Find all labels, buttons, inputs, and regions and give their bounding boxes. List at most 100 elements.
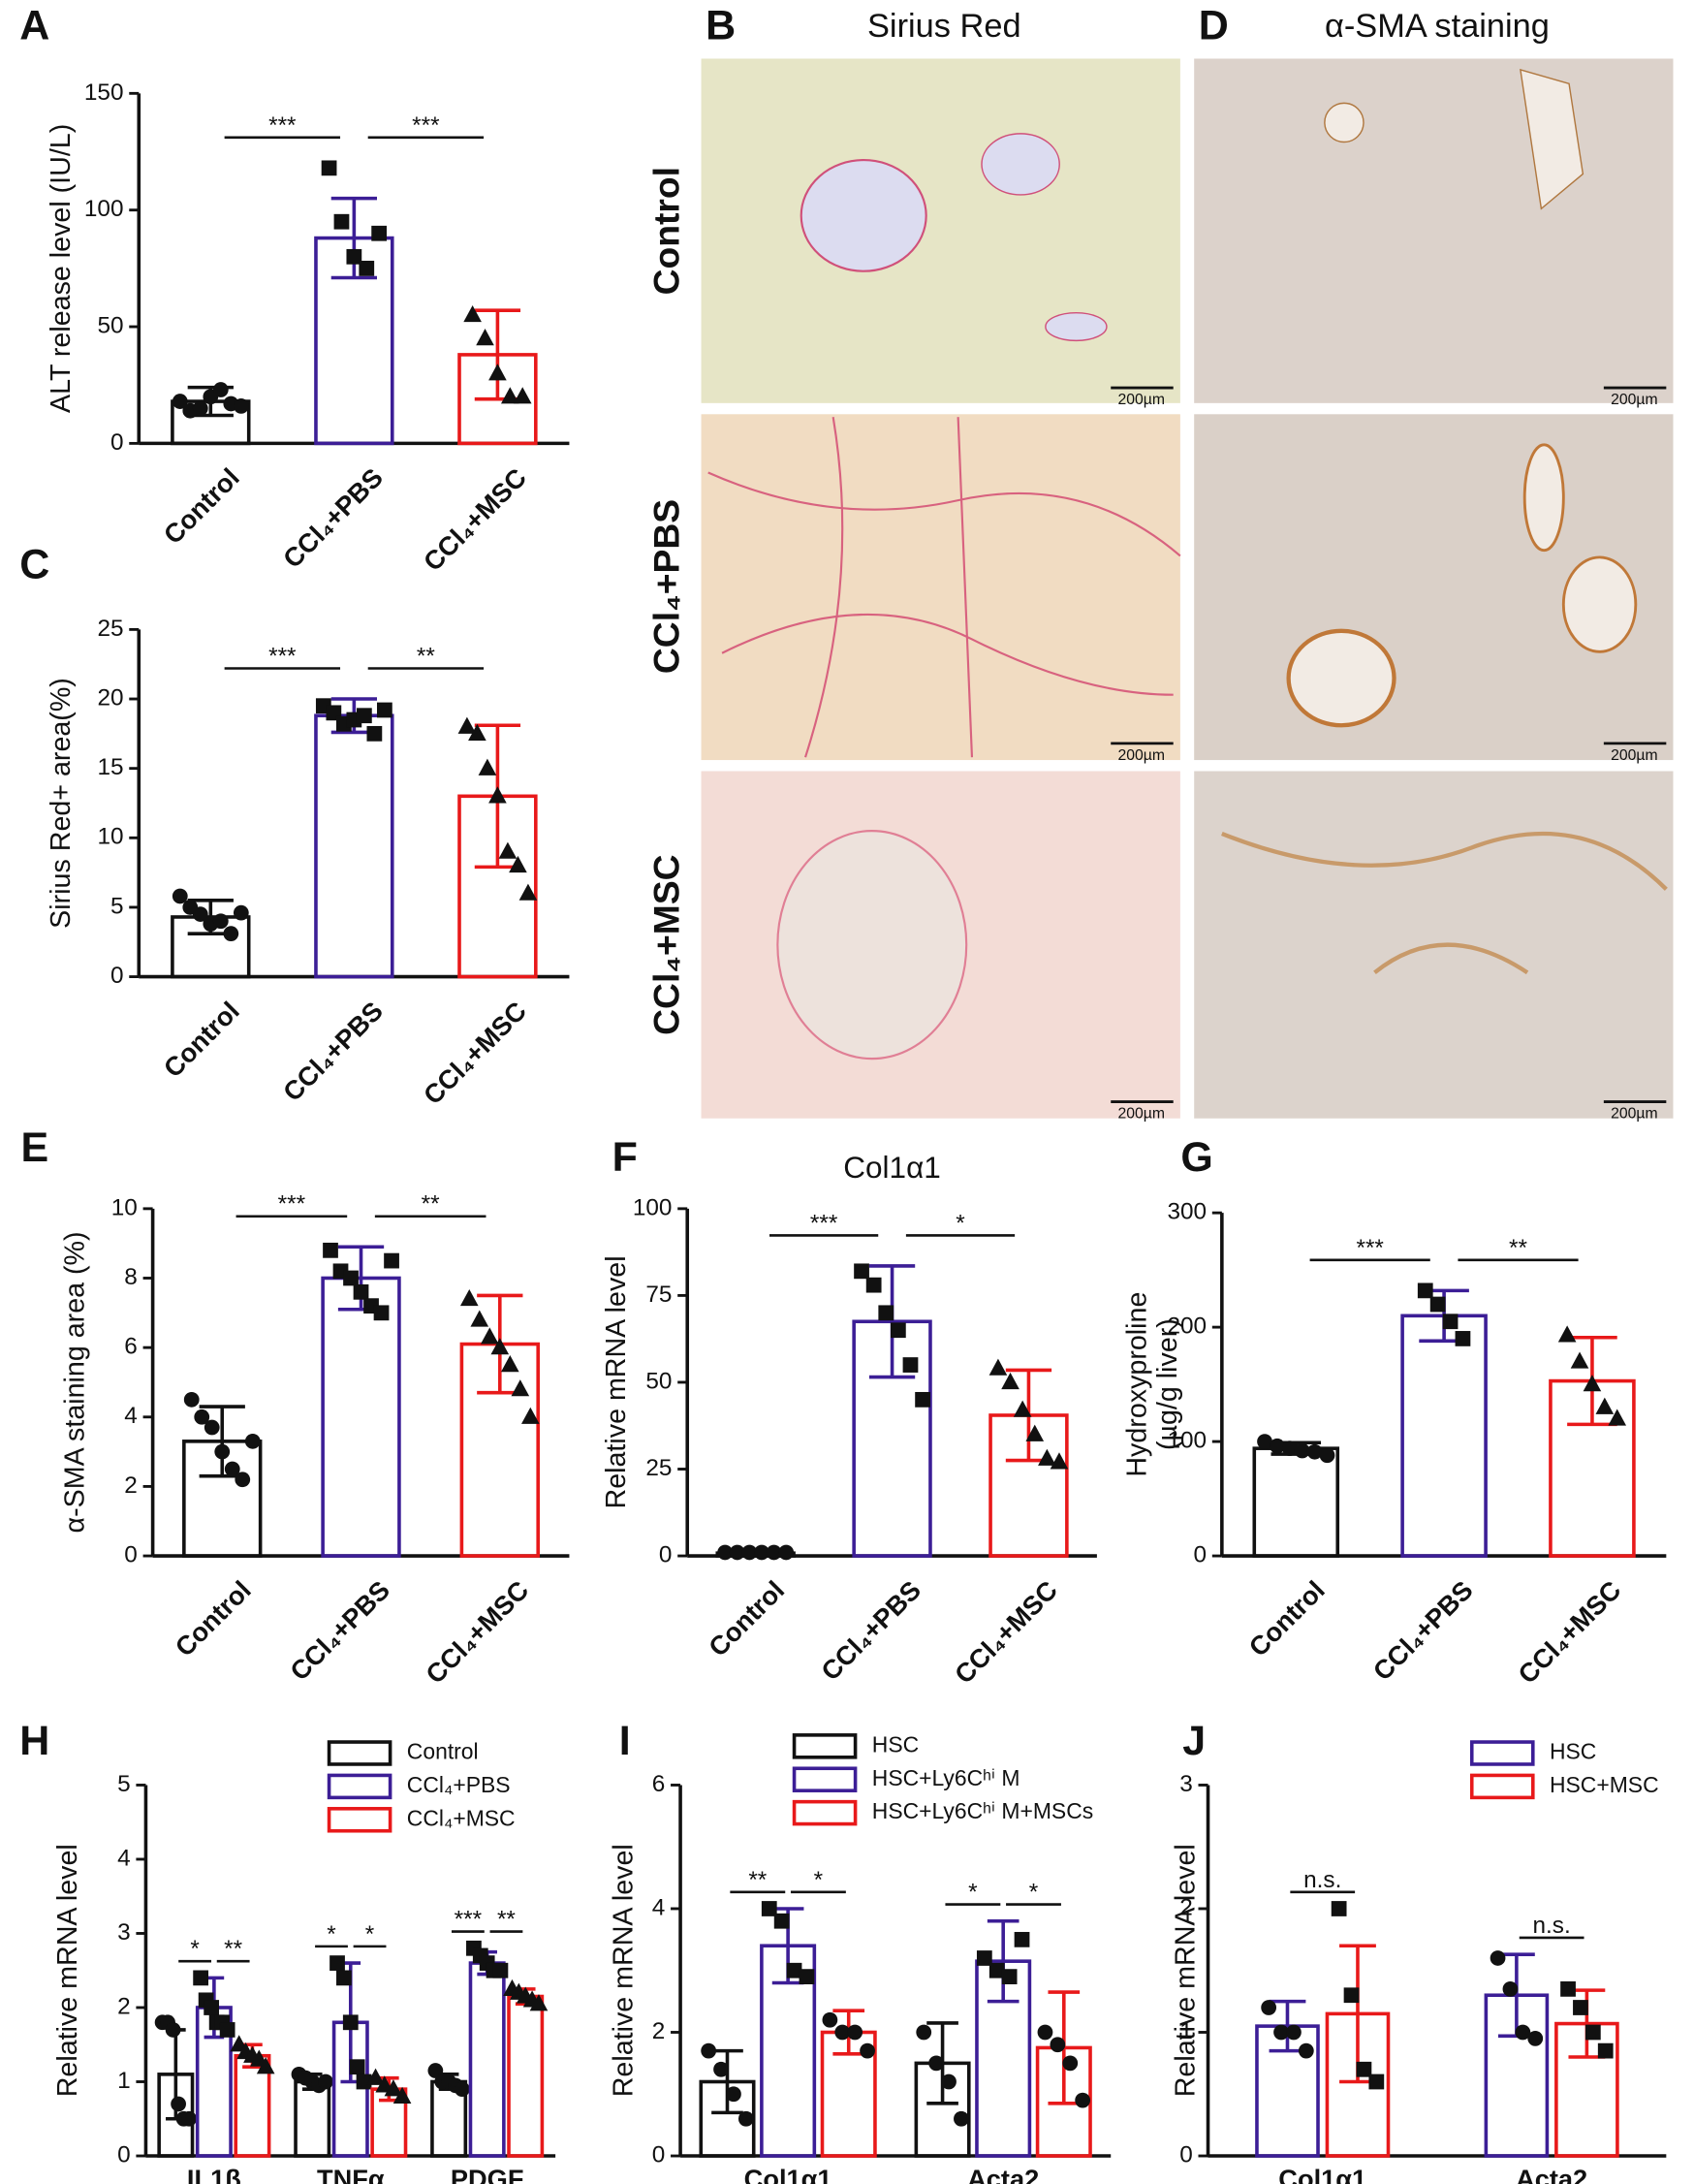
data-point	[954, 2110, 969, 2127]
data-point	[761, 1901, 777, 1916]
data-point	[1595, 1397, 1615, 1414]
significance-label: *	[365, 1921, 375, 1947]
panel-letter: E	[20, 1124, 48, 1171]
data-point	[192, 400, 208, 417]
y-tick-label: 2	[1179, 1894, 1193, 1920]
significance-label: ***	[1356, 1235, 1384, 1261]
y-axis-label: Relative mRNA level	[601, 1255, 632, 1508]
data-point	[333, 213, 350, 230]
data-point	[754, 1544, 769, 1561]
data-point	[1490, 1950, 1506, 1966]
y-tick-label: 0	[1179, 2141, 1193, 2168]
data-point	[343, 1270, 359, 1286]
y-tick-label: 0	[124, 1541, 138, 1567]
image-b-pbs	[701, 414, 1180, 761]
legend-label: Control	[407, 1739, 479, 1764]
data-point	[212, 382, 229, 397]
y-tick-label: 50	[645, 1368, 672, 1394]
staining	[1221, 831, 1668, 975]
vessel	[776, 830, 968, 1060]
data-point	[171, 2096, 186, 2112]
error-bar	[711, 2048, 743, 2115]
y-tick-label: 4	[652, 1894, 666, 1920]
image-b-control	[701, 58, 1180, 403]
data-point	[244, 1433, 261, 1449]
x-tick-label: Acta2	[1516, 2164, 1587, 2184]
data-point	[492, 1962, 509, 1978]
data-point	[1597, 2042, 1614, 2059]
data-point	[916, 2024, 932, 2041]
data-point	[373, 1305, 390, 1321]
vessel	[1561, 555, 1638, 653]
data-point	[181, 2110, 197, 2127]
data-point	[392, 2086, 412, 2104]
y-axis-label: Hydroxyproline	[1121, 1292, 1152, 1477]
legend-swatch	[792, 1733, 858, 1759]
error-bar	[868, 1264, 916, 1379]
data-point	[1025, 1424, 1045, 1441]
scale-bar-label: 200µm	[1118, 392, 1165, 408]
data-point	[384, 2079, 403, 2097]
y-axis-label: Sirius Red+ area(%)	[46, 678, 77, 929]
image-title: α-SMA staining	[1325, 8, 1550, 45]
data-point	[1455, 1331, 1471, 1346]
y-tick-label: 100	[633, 1194, 673, 1220]
data-point	[349, 2059, 365, 2075]
data-point	[513, 387, 532, 404]
scale-bar-label: 200µm	[1611, 392, 1657, 408]
x-tick-label: TNFα	[317, 2164, 385, 2184]
data-point	[318, 2073, 333, 2090]
data-point	[865, 1277, 882, 1293]
y-tick-label: 2	[124, 1472, 138, 1499]
data-point	[521, 1407, 540, 1424]
x-tick-label: CCl₄+MSC	[418, 462, 532, 577]
data-point	[356, 708, 372, 724]
y-tick-label: 20	[97, 684, 123, 711]
data-point	[219, 2022, 235, 2038]
x-tick-label: CCl₄+MSC	[1512, 1574, 1626, 1689]
data-point	[224, 1461, 240, 1477]
data-point	[988, 1358, 1008, 1376]
data-point	[902, 1357, 919, 1373]
data-point	[1331, 1901, 1347, 1916]
significance-label: **	[417, 643, 435, 669]
data-point	[371, 225, 388, 241]
data-point	[1001, 1372, 1020, 1390]
data-point	[518, 883, 538, 901]
significance-label: *	[968, 1880, 978, 1906]
data-point	[384, 1252, 399, 1269]
data-point	[500, 387, 519, 404]
data-point	[1038, 1448, 1056, 1466]
data-point	[915, 1391, 930, 1408]
vessel	[1522, 443, 1565, 553]
data-point	[701, 2042, 717, 2059]
panel-letter: A	[19, 2, 49, 48]
micrographs	[701, 58, 1674, 1119]
data-point	[1527, 2030, 1544, 2046]
data-point	[498, 841, 518, 859]
data-point	[1573, 2000, 1588, 2015]
x-tick-label: Col1α1	[1278, 2164, 1366, 2184]
data-point	[988, 1962, 1005, 1978]
data-point	[468, 723, 486, 742]
data-point	[488, 786, 507, 804]
data-point	[786, 1962, 802, 1978]
y-tick-label: 10	[97, 824, 123, 850]
data-point	[1442, 1314, 1459, 1330]
data-point	[256, 2057, 275, 2074]
data-point	[223, 926, 239, 942]
legend-swatch	[327, 1773, 392, 1800]
data-point	[1270, 1438, 1285, 1454]
y-tick-label: 6	[652, 1771, 666, 1797]
data-point	[799, 1969, 815, 1984]
data-point	[183, 1391, 200, 1408]
data-point	[741, 1544, 758, 1561]
y-tick-label: 1	[117, 2068, 131, 2094]
data-point	[488, 364, 507, 381]
significance-label: *	[814, 1867, 824, 1893]
data-point	[1013, 1400, 1032, 1417]
x-tick-label: CCl₄+PBS	[277, 462, 389, 574]
y-tick-label: 15	[97, 754, 123, 780]
data-point	[1286, 2024, 1302, 2041]
data-point	[1560, 1980, 1576, 1997]
